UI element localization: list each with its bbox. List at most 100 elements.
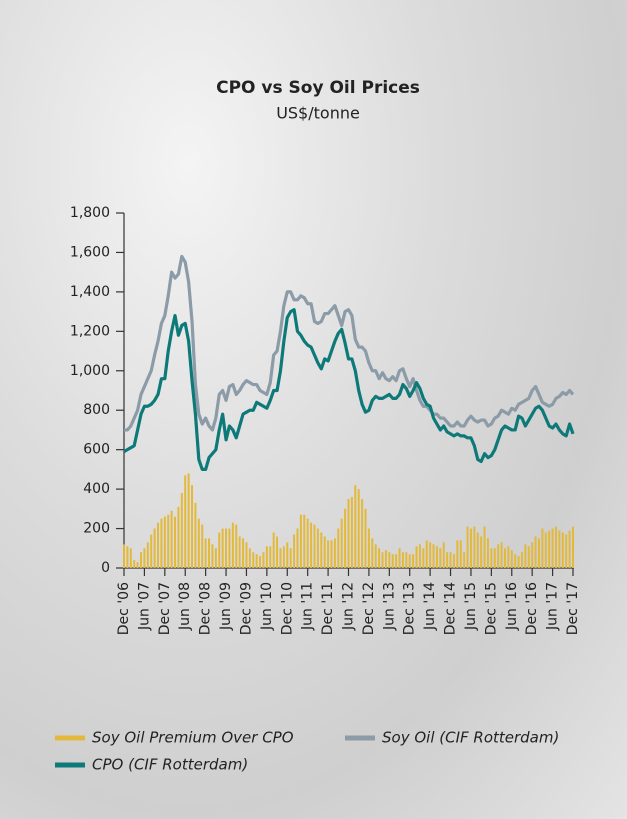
bar — [218, 532, 221, 568]
bar — [289, 548, 292, 568]
bar — [316, 528, 319, 568]
bar — [558, 530, 561, 568]
line — [124, 254, 575, 432]
bar — [572, 526, 574, 568]
bar — [554, 526, 557, 568]
bar — [187, 473, 190, 568]
bar — [469, 528, 472, 568]
bar — [170, 510, 173, 568]
bar — [476, 532, 479, 568]
x-tick-label: Dec '17 — [565, 582, 581, 635]
bar — [327, 540, 330, 568]
bar — [510, 550, 513, 568]
bar — [245, 542, 248, 568]
legend-swatch — [345, 735, 375, 741]
bar — [490, 548, 493, 568]
bar — [503, 548, 506, 568]
bar — [252, 552, 255, 568]
bar — [286, 542, 289, 568]
bar — [262, 552, 265, 568]
bar — [520, 552, 523, 568]
bar — [143, 548, 146, 568]
bar — [384, 550, 387, 568]
bar — [214, 548, 217, 568]
bar — [422, 548, 425, 568]
bar — [347, 498, 350, 568]
chart-subtitle: US$/tonne — [276, 104, 360, 123]
bar — [357, 489, 360, 568]
bar — [361, 498, 364, 568]
bar — [140, 552, 143, 568]
y-tick-label: 1,200 — [70, 323, 110, 339]
bar — [432, 544, 435, 568]
bar — [160, 518, 163, 568]
bar — [429, 542, 432, 568]
bar — [500, 542, 503, 568]
bar — [398, 548, 401, 568]
bar — [133, 560, 136, 568]
x-tick-label: Dec '09 — [238, 582, 254, 635]
chart-title: CPO vs Soy Oil Prices — [216, 78, 420, 98]
y-tick-label: 1,000 — [70, 363, 110, 379]
x-tick-label: Jun '12 — [341, 582, 357, 631]
y-tick-label: 0 — [101, 560, 110, 576]
x-tick-label: Dec '10 — [279, 582, 295, 635]
bar — [174, 516, 177, 568]
bar — [255, 554, 258, 568]
bar — [367, 528, 370, 568]
bar — [395, 554, 398, 568]
bar — [320, 532, 323, 568]
bar — [197, 518, 200, 568]
bar — [194, 502, 197, 568]
bar — [337, 528, 340, 568]
x-tick-label: Jun '08 — [177, 582, 193, 631]
bar — [296, 528, 299, 568]
bar — [561, 532, 564, 568]
y-tick-label: 600 — [83, 442, 110, 458]
bar — [425, 540, 428, 568]
bar — [293, 534, 296, 568]
legend-label: Soy Oil (CIF Rotterdam) — [382, 729, 559, 747]
bar — [381, 552, 384, 568]
x-tick-label: Jun '11 — [300, 582, 316, 631]
bar — [303, 514, 306, 568]
x-tick-label: Dec '06 — [116, 582, 132, 635]
bar — [405, 552, 408, 568]
bar — [265, 546, 268, 568]
bar — [408, 554, 411, 568]
x-tick-label: Jun '10 — [259, 582, 275, 631]
bar — [493, 548, 496, 568]
bar — [340, 518, 343, 568]
bar — [378, 548, 381, 568]
bar — [486, 538, 489, 568]
bar — [282, 546, 285, 568]
bar — [204, 538, 207, 568]
x-tick-label: Dec '13 — [402, 582, 418, 635]
bar — [146, 542, 149, 568]
y-tick-label: 1,800 — [70, 205, 110, 221]
y-tick-label: 1,400 — [70, 284, 110, 300]
bar — [306, 518, 309, 568]
bar — [238, 536, 241, 568]
bar — [157, 522, 160, 568]
bar — [459, 540, 462, 568]
bar — [150, 534, 153, 568]
x-tick-label: Dec '08 — [198, 582, 214, 635]
x-tick-label: Dec '14 — [443, 582, 459, 635]
x-tick-label: Jun '14 — [422, 582, 438, 631]
bar — [177, 506, 180, 568]
bar — [136, 562, 139, 568]
bar — [534, 536, 537, 568]
bar — [544, 532, 547, 568]
x-tick-label: Jun '16 — [504, 582, 520, 631]
bar — [514, 554, 517, 568]
x-tick-label: Jun '07 — [136, 582, 152, 631]
x-tick-label: Jun '15 — [463, 582, 479, 631]
bar — [163, 516, 166, 568]
x-tick-label: Jun '17 — [545, 582, 561, 631]
bar — [446, 552, 449, 568]
line — [123, 308, 575, 471]
bar — [276, 536, 279, 568]
